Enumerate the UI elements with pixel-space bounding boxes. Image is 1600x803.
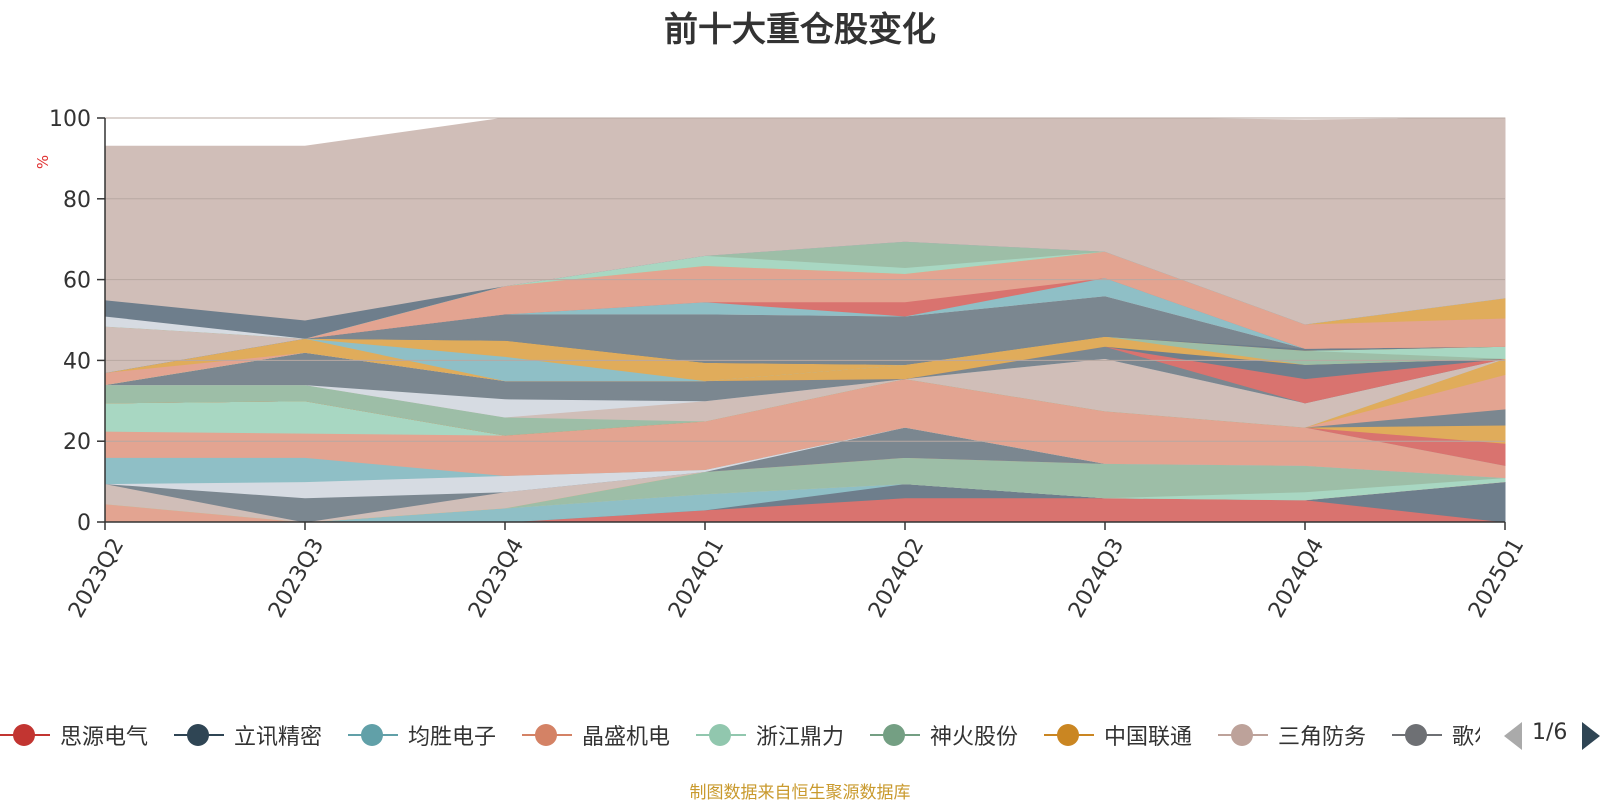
legend-label: 三角防务	[1278, 725, 1367, 750]
legend-dot-icon	[1057, 724, 1079, 746]
next-page-icon[interactable]	[1578, 718, 1600, 754]
prev-page-icon[interactable]	[1500, 718, 1530, 754]
x-tick-label: 2023Q2	[64, 534, 129, 622]
legend-page-indicator: 1/6	[1532, 720, 1568, 745]
legend-label: 思源电气	[60, 725, 149, 750]
legend-label: 歌尔股份	[1452, 725, 1480, 750]
y-tick-label: 100	[49, 107, 91, 132]
legend-label: 神火股份	[930, 725, 1019, 750]
legend-dot-icon	[883, 724, 905, 746]
legend-dot-icon	[187, 724, 209, 746]
legend-dot-icon	[1405, 724, 1427, 746]
legend-label: 晶盛机电	[582, 725, 671, 750]
legend-label: 浙江鼎力	[756, 725, 845, 750]
legend: 思源电气 立讯精密 均胜电子 晶盛机电 浙江鼎力 神火股份 中国联通 三角防务 歌尔股份	[0, 715, 1480, 755]
y-tick-label: 60	[63, 269, 91, 294]
grid-lines	[105, 117, 1505, 442]
legend-dot-icon	[1231, 724, 1253, 746]
legend-label: 中国联通	[1104, 725, 1193, 750]
x-tick-label: 2025Q1	[1464, 534, 1529, 622]
y-axis-label: %	[34, 155, 52, 169]
x-tick-label: 2023Q3	[264, 534, 329, 622]
data-source-note: 制图数据来自恒生聚源数据库	[689, 783, 911, 803]
x-tick-label: 2024Q1	[664, 534, 729, 622]
legend-label: 均胜电子	[408, 725, 497, 750]
legend-dot-icon	[13, 724, 35, 746]
y-tick-label: 0	[77, 511, 91, 536]
legend-pager: 1/6	[1500, 718, 1600, 754]
x-tick-label: 2024Q2	[864, 534, 929, 622]
y-tick-label: 40	[63, 349, 91, 374]
legend-dot-icon	[535, 724, 557, 746]
legend-dot-icon	[709, 724, 731, 746]
x-tick-label: 2024Q3	[1064, 534, 1129, 622]
legend-label: 立讯精密	[234, 725, 323, 750]
y-tick-label: 20	[63, 430, 91, 455]
series-areas	[104, 117, 1506, 523]
legend-dot-icon	[361, 724, 383, 746]
x-tick-label: 2023Q4	[464, 534, 529, 622]
chart-title: 前十大重仓股变化	[664, 10, 936, 50]
y-tick-label: 80	[63, 188, 91, 213]
x-tick-label: 2024Q4	[1264, 534, 1329, 622]
